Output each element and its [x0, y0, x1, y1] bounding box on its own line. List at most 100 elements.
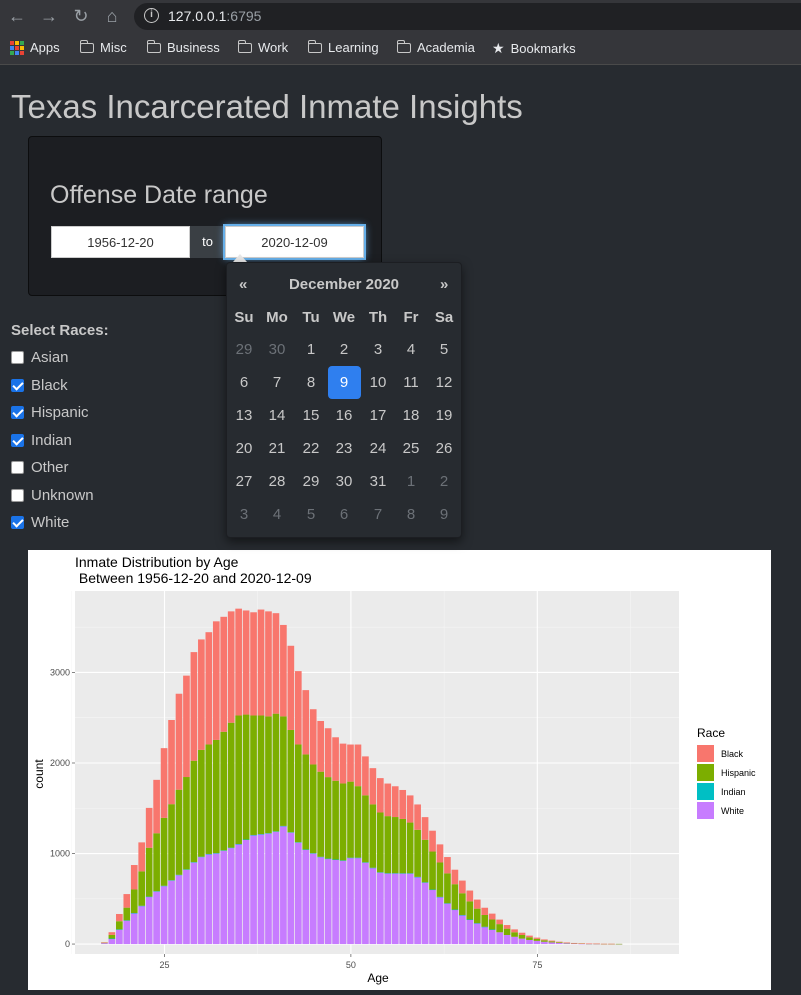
reload-icon[interactable]: ↻ — [73, 6, 89, 26]
calendar-day[interactable]: 2 — [439, 473, 449, 490]
bar-segment-indian — [347, 857, 354, 859]
race-option-unknown[interactable]: Unknown — [11, 487, 94, 504]
date-range-separator: to — [190, 226, 225, 258]
back-arrow-icon[interactable]: ← — [8, 6, 26, 26]
asian-checkbox[interactable] — [11, 351, 24, 364]
black-checkbox[interactable] — [11, 379, 24, 392]
race-option-asian[interactable]: Asian — [11, 349, 69, 366]
bar-segment-indian — [153, 891, 160, 892]
datepicker-next[interactable]: » — [440, 276, 449, 293]
bar-segment-black — [280, 624, 287, 717]
calendar-day[interactable]: 24 — [369, 440, 387, 457]
race-option-other[interactable]: Other — [11, 459, 69, 476]
calendar-day[interactable]: 3 — [373, 341, 383, 358]
calendar-day[interactable]: 25 — [402, 440, 420, 457]
calendar-day[interactable]: 12 — [435, 374, 453, 391]
bar-segment-black — [496, 919, 503, 925]
calendar-day[interactable]: 30 — [268, 341, 286, 358]
bookmark-academia[interactable]: Academia — [396, 39, 475, 55]
calendar-day[interactable]: 9 — [439, 506, 449, 523]
race-option-hispanic[interactable]: Hispanic — [11, 404, 89, 421]
calendar-day[interactable]: 4 — [406, 341, 416, 358]
bar-segment-hispanic — [481, 914, 489, 927]
calendar-day[interactable]: 19 — [435, 407, 453, 424]
calendar-day[interactable]: 5 — [439, 341, 449, 358]
bookmark-apps[interactable]: Apps — [10, 40, 60, 55]
bar-segment-indian — [309, 853, 317, 854]
calendar-day[interactable]: 6 — [239, 374, 249, 391]
calendar-day[interactable]: 3 — [239, 506, 249, 523]
calendar-day[interactable]: 20 — [235, 440, 253, 457]
calendar-day[interactable]: 10 — [369, 374, 387, 391]
calendar-day[interactable]: 4 — [272, 506, 282, 523]
white-checkbox[interactable] — [11, 516, 24, 529]
calendar-day[interactable]: 30 — [335, 473, 353, 490]
calendar-day[interactable]: 17 — [369, 407, 387, 424]
bookmark-business[interactable]: Business — [146, 39, 220, 55]
calendar-day[interactable]: 13 — [235, 407, 253, 424]
bar-segment-white — [287, 832, 295, 945]
start-date-input[interactable]: 1956-12-20 — [51, 226, 190, 258]
calendar-day[interactable]: 7 — [373, 506, 383, 523]
bar-segment-black — [347, 744, 354, 782]
calendar-day[interactable]: 15 — [302, 407, 320, 424]
forward-arrow-icon[interactable]: → — [40, 6, 58, 26]
bar-segment-black — [481, 907, 489, 915]
url-text: 127.0.0.1:6795 — [168, 8, 262, 24]
bookmark-work[interactable]: Work — [237, 39, 288, 55]
bookmark-misc[interactable]: Misc — [79, 39, 127, 55]
bar-segment-indian — [406, 873, 414, 874]
calendar-day[interactable]: 11 — [403, 374, 419, 391]
address-bar[interactable]: i 127.0.0.1:6795 — [134, 3, 801, 30]
bar-segment-hispanic — [302, 754, 310, 850]
calendar-day[interactable]: 23 — [335, 440, 353, 457]
calendar-day[interactable]: 14 — [268, 407, 286, 424]
bookmark-learning[interactable]: Learning — [307, 39, 379, 55]
bar-segment-white — [212, 853, 220, 945]
bar-segment-hispanic — [444, 873, 451, 904]
bar-segment-white — [145, 896, 153, 945]
bar-segment-black — [257, 609, 265, 716]
calendar-day[interactable]: 31 — [369, 473, 387, 490]
bar-segment-indian — [108, 938, 116, 940]
datepicker-month-title[interactable]: December 2020 — [288, 276, 400, 293]
datepicker: « December 2020 » Su Mo Tu We Th Fr Sa 29 30 1 2 3 4… — [226, 262, 462, 538]
bar-segment-white — [160, 886, 168, 945]
site-info-icon[interactable]: i — [144, 8, 159, 23]
calendar-day[interactable]: 5 — [306, 506, 316, 523]
calendar-day[interactable]: 2 — [339, 341, 349, 358]
hispanic-checkbox[interactable] — [11, 406, 24, 419]
datepicker-prev[interactable]: « — [239, 276, 248, 293]
bookmark-bookmarks[interactable]: ★ Bookmarks — [492, 40, 576, 56]
bar-segment-white — [242, 839, 250, 945]
indian-checkbox[interactable] — [11, 434, 24, 447]
calendar-day[interactable]: 9 — [327, 366, 361, 399]
weekday-header: Mo — [266, 309, 288, 326]
race-option-indian[interactable]: Indian — [11, 432, 72, 449]
calendar-day[interactable]: 1 — [306, 341, 316, 358]
calendar-day[interactable]: 8 — [406, 506, 416, 523]
home-icon[interactable]: ⌂ — [106, 6, 118, 26]
race-option-black[interactable]: Black — [11, 377, 68, 394]
calendar-day[interactable]: 29 — [302, 473, 320, 490]
calendar-day[interactable]: 21 — [268, 440, 286, 457]
race-option-white[interactable]: White — [11, 514, 69, 531]
calendar-day[interactable]: 1 — [406, 473, 416, 490]
calendar-day[interactable]: 28 — [268, 473, 286, 490]
calendar-day[interactable]: 29 — [235, 341, 253, 358]
bar-segment-hispanic — [339, 783, 347, 861]
bar-segment-hispanic — [503, 928, 511, 935]
calendar-day[interactable]: 16 — [335, 407, 353, 424]
calendar-day[interactable]: 27 — [235, 473, 253, 490]
end-date-input[interactable]: 2020-12-09 — [225, 226, 364, 258]
calendar-day[interactable]: 7 — [272, 374, 282, 391]
bar-segment-black — [488, 913, 496, 920]
other-checkbox[interactable] — [11, 461, 24, 474]
unknown-checkbox[interactable] — [11, 489, 24, 502]
calendar-day[interactable]: 8 — [306, 374, 316, 391]
bar-segment-black — [541, 939, 548, 941]
calendar-day[interactable]: 22 — [302, 440, 320, 457]
calendar-day[interactable]: 18 — [402, 407, 420, 424]
calendar-day[interactable]: 6 — [339, 506, 349, 523]
calendar-day[interactable]: 26 — [435, 440, 453, 457]
